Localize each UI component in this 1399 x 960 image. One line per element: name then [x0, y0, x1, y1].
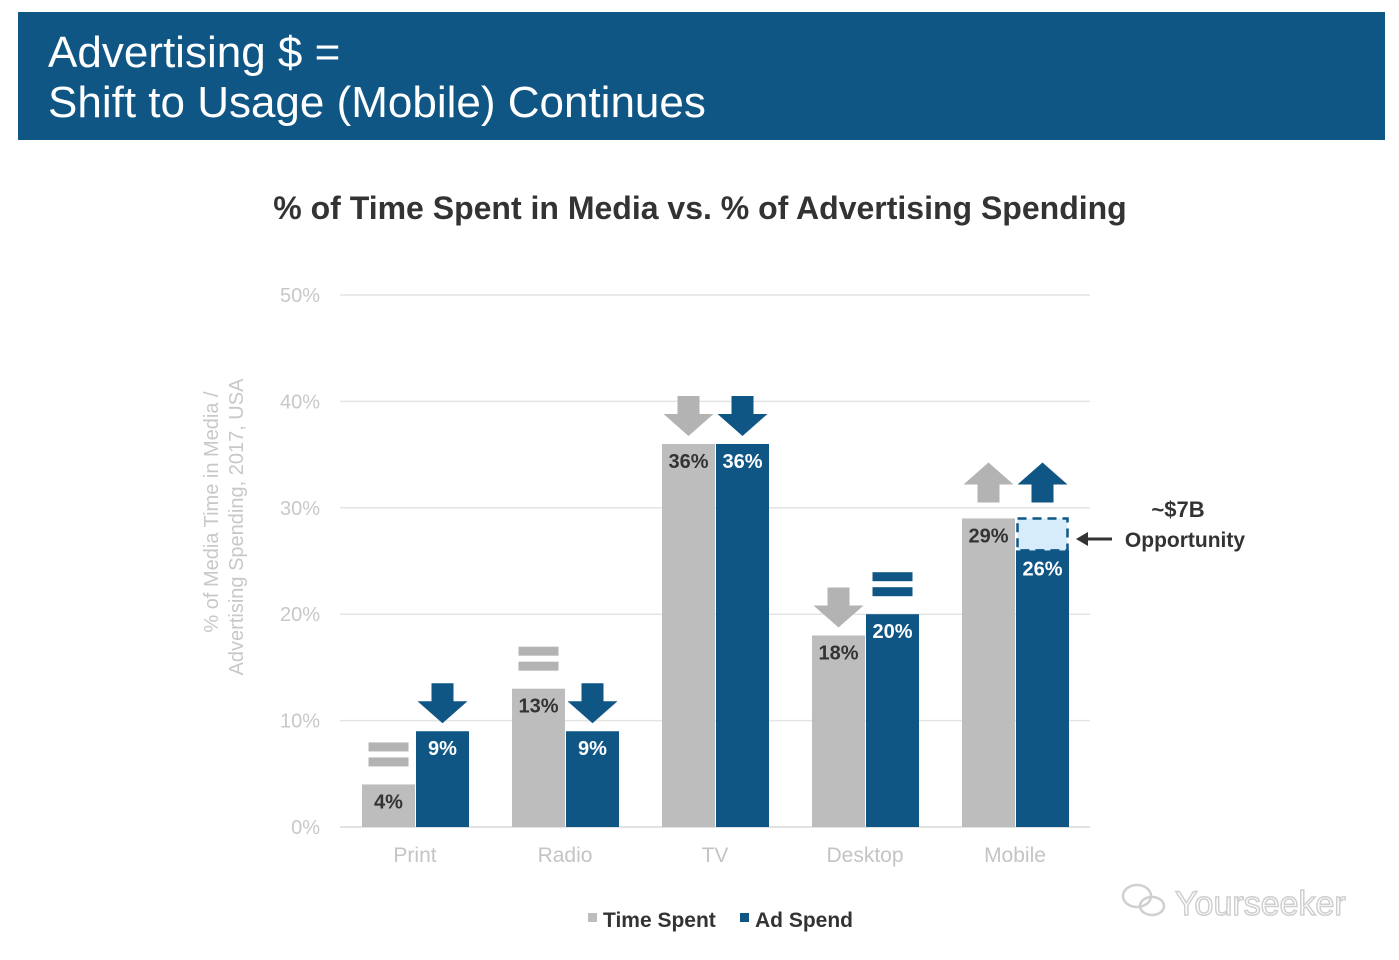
down-arrow-icon [813, 587, 864, 628]
chart-title: % of Time Spent in Media vs. % of Advert… [273, 190, 1126, 226]
bar-time-spent [662, 443, 715, 827]
y-tick-label: 10% [280, 711, 320, 733]
legend-swatch [740, 913, 749, 922]
legend-label: Ad Spend [755, 909, 853, 932]
bar-ad-spend [1016, 550, 1069, 827]
data-label: 9% [428, 738, 457, 760]
x-tick-label: Print [393, 844, 436, 867]
y-tick-label: 30% [280, 498, 320, 520]
equal-icon [368, 742, 409, 752]
bar-time-spent [362, 784, 415, 827]
bar-ad-spend [866, 614, 919, 827]
y-axis-label-line-1: % of Media Time in Media / [201, 391, 223, 633]
down-arrow-icon [567, 683, 618, 724]
x-tick-label: TV [702, 844, 729, 867]
data-label: 9% [578, 738, 607, 760]
up-arrow-icon [1017, 462, 1068, 503]
y-axis-label-line-2: Advertising Spending, 2017, USA [226, 378, 248, 676]
x-tick-label: Radio [538, 844, 593, 867]
y-tick-label: 50% [280, 285, 320, 307]
equal-icon [368, 757, 409, 767]
data-label: 36% [722, 451, 762, 473]
up-arrow-icon [963, 462, 1014, 503]
data-label: 36% [668, 451, 708, 473]
wechat-icon [1121, 883, 1166, 917]
annotation-arrow [1076, 532, 1112, 546]
annotation-label: Opportunity [1125, 529, 1245, 552]
bar-time-spent [962, 518, 1015, 827]
data-label: 20% [872, 621, 912, 643]
data-label: 18% [818, 642, 858, 664]
y-tick-label: 20% [280, 604, 320, 626]
data-label: 26% [1022, 558, 1062, 580]
legend-label: Time Spent [603, 909, 716, 932]
x-tick-label: Mobile [984, 844, 1046, 867]
y-tick-label: 0% [291, 817, 320, 839]
watermark: Yourseeker [1175, 885, 1346, 923]
x-tick-label: Desktop [826, 844, 903, 867]
slide-title-line-2: Shift to Usage (Mobile) Continues [48, 78, 706, 127]
opportunity-gap [1016, 517, 1069, 552]
y-tick-label: 40% [280, 391, 320, 413]
data-label: 29% [968, 525, 1008, 547]
down-arrow-icon [663, 395, 714, 436]
down-arrow-icon [717, 395, 768, 436]
bar-time-spent [512, 688, 565, 827]
equal-icon [518, 646, 559, 656]
slide-title-line-1: Advertising $ = [48, 28, 341, 77]
annotation-amount: ~$7B [1151, 497, 1204, 522]
equal-icon [872, 572, 913, 582]
data-label: 4% [374, 791, 403, 813]
legend-swatch [588, 913, 597, 922]
slide-header: Advertising $ = Shift to Usage (Mobile) … [18, 12, 1385, 140]
bar-time-spent [812, 635, 865, 827]
equal-icon [518, 661, 559, 671]
data-label: 13% [518, 696, 558, 718]
bar-ad-spend [416, 731, 469, 827]
equal-icon [872, 587, 913, 597]
bar-ad-spend [566, 731, 619, 827]
down-arrow-icon [417, 683, 468, 724]
bar-ad-spend [716, 443, 769, 827]
